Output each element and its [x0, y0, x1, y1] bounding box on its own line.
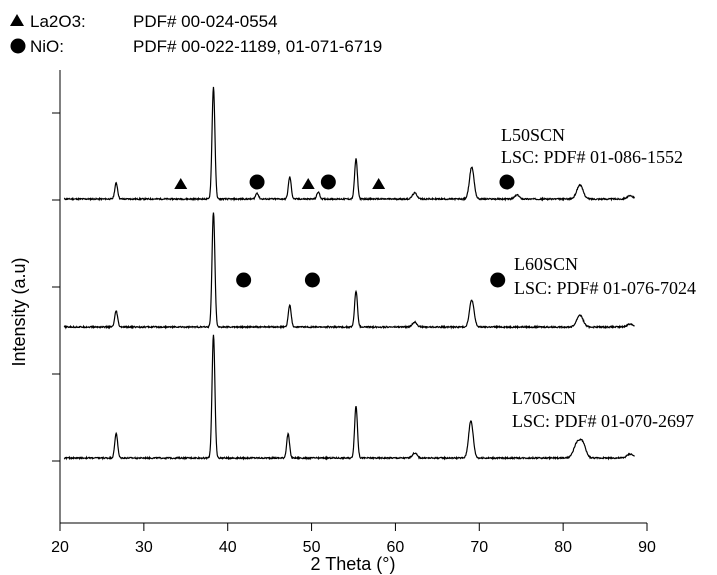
nio-peak-marker — [499, 174, 515, 190]
x-tick-label: 60 — [387, 539, 405, 556]
series-label-l50scn: L50SCN — [501, 125, 565, 145]
nio-peak-marker — [490, 272, 506, 288]
legend-ref-la2o3: PDF# 00-024-0554 — [133, 12, 278, 31]
nio-peak-marker — [320, 174, 336, 190]
x-tick-label: 30 — [135, 539, 153, 556]
y-ticks — [52, 112, 60, 462]
y-axis-title: Intensity (a.u) — [9, 257, 29, 366]
series-line-l70scn — [63, 334, 635, 461]
series-layer — [63, 86, 635, 461]
nio-peak-marker — [304, 272, 320, 288]
series-line-l50scn — [63, 86, 635, 202]
series-annotation-l70scn: LSC: PDF# 01-070-2697 — [512, 411, 694, 431]
nio-peak-marker — [249, 174, 265, 190]
x-tick-label: 70 — [470, 539, 488, 556]
la2o3-peak-marker — [301, 178, 315, 189]
x-tick-label: 50 — [303, 539, 321, 556]
la2o3-peak-marker — [372, 178, 386, 189]
legend-phase-nio: NiO: — [30, 37, 64, 56]
legend-circle-marker — [10, 38, 26, 54]
x-tick-label: 90 — [638, 539, 656, 556]
legend-ref-nio: PDF# 00-022-1189, 01-071-6719 — [133, 37, 382, 56]
x-ticks: 20 30 40 50 60 70 80 90 — [51, 523, 656, 556]
series-label-l60scn: L60SCN — [514, 254, 578, 274]
legend: La2O3: PDF# 00-024-0554 NiO: PDF# 00-022… — [10, 12, 382, 56]
legend-phase-la2o3: La2O3: — [30, 12, 86, 31]
series-annotation-l60scn: LSC: PDF# 01-076-7024 — [514, 278, 696, 298]
x-tick-label: 20 — [51, 539, 69, 556]
x-tick-label: 80 — [554, 539, 572, 556]
x-axis-title: 2 Theta (°) — [311, 554, 396, 574]
series-line-l60scn — [63, 212, 635, 330]
marker-layer — [174, 174, 515, 288]
legend-triangle-marker — [10, 14, 24, 26]
nio-peak-marker — [236, 272, 252, 288]
x-tick-label: 40 — [219, 539, 237, 556]
series-label-l70scn: L70SCN — [512, 388, 576, 408]
la2o3-peak-marker — [174, 178, 188, 189]
series-annotation-l50scn: LSC: PDF# 01-086-1552 — [501, 147, 683, 167]
